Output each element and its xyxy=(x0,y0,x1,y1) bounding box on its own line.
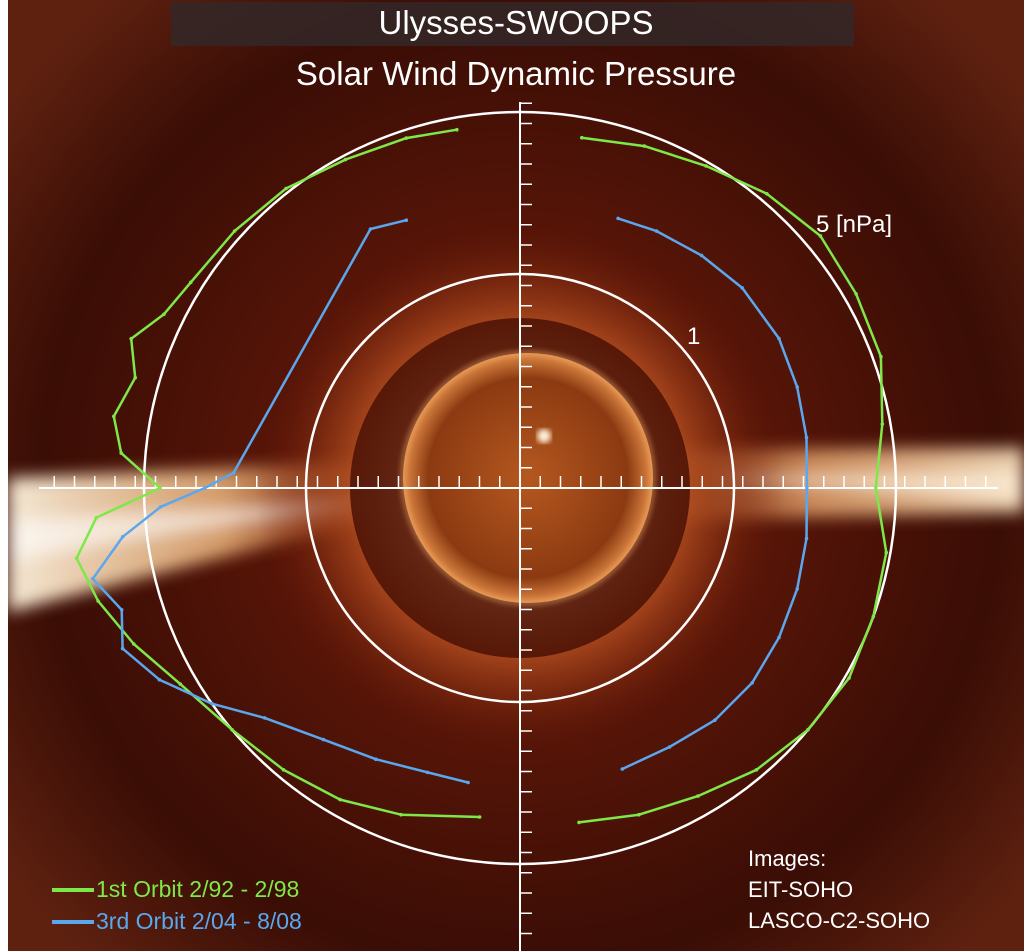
data-point xyxy=(129,336,133,341)
data-point xyxy=(804,435,809,440)
data-point xyxy=(133,375,137,380)
legend-label-first-orbit: 1st Orbit 2/92 - 2/98 xyxy=(96,876,300,902)
data-point xyxy=(740,286,744,290)
data-point xyxy=(158,505,163,509)
solar-limb xyxy=(401,351,655,605)
data-point xyxy=(404,136,409,140)
data-point xyxy=(754,768,759,772)
data-point xyxy=(455,127,459,132)
data-point xyxy=(871,614,876,619)
data-point xyxy=(580,135,584,140)
data-point xyxy=(162,312,166,317)
data-point xyxy=(132,642,136,646)
legend-item-first-orbit: 1st Orbit 2/92 - 2/98 xyxy=(52,876,299,903)
data-point xyxy=(854,292,858,296)
data-point xyxy=(847,676,851,680)
data-series xyxy=(74,127,889,825)
data-point xyxy=(795,587,799,591)
data-point xyxy=(203,486,207,490)
data-point xyxy=(343,157,348,162)
data-point xyxy=(231,471,236,475)
data-point xyxy=(874,486,878,490)
data-point xyxy=(654,229,659,233)
data-point xyxy=(210,701,214,706)
title-banner xyxy=(171,2,854,46)
data-point xyxy=(620,767,625,771)
solar-disk xyxy=(403,353,653,603)
data-point xyxy=(74,556,79,560)
image-credits: Images: EIT-SOHO LASCO-C2-SOHO xyxy=(748,843,930,936)
polar-plot xyxy=(8,0,1024,951)
data-point xyxy=(577,820,581,825)
data-point xyxy=(777,336,781,341)
data-point xyxy=(616,216,620,221)
data-point xyxy=(157,677,162,682)
legend-swatch-first-orbit xyxy=(52,887,94,892)
chart-title: Ulysses-SWOOPS xyxy=(378,4,654,41)
credits-heading: Images: xyxy=(748,846,827,871)
data-point xyxy=(642,144,647,148)
data-point xyxy=(374,757,378,761)
data-point xyxy=(750,681,754,685)
series-third-orbit xyxy=(91,216,809,785)
legend-swatch-third-orbit xyxy=(52,919,94,924)
series-line-left xyxy=(75,128,480,819)
data-point xyxy=(713,718,717,722)
data-point xyxy=(230,727,234,732)
data-point xyxy=(805,486,809,490)
data-point xyxy=(804,536,809,541)
data-point xyxy=(338,797,342,802)
data-point xyxy=(777,635,781,640)
data-point xyxy=(119,608,124,612)
series-line-left xyxy=(91,218,469,784)
chart-subtitle: Solar Wind Dynamic Pressure xyxy=(295,55,737,92)
legend-item-third-orbit: 3rd Orbit 2/04 - 8/08 xyxy=(52,908,302,935)
data-point xyxy=(158,486,162,490)
data-point xyxy=(91,577,95,581)
data-point xyxy=(189,280,193,285)
series-first-orbit xyxy=(74,127,889,825)
data-point xyxy=(466,780,470,785)
data-point xyxy=(119,451,123,455)
data-point xyxy=(368,227,373,231)
data-point xyxy=(120,646,125,651)
data-point xyxy=(765,192,769,196)
data-point xyxy=(795,385,799,389)
data-point xyxy=(696,794,700,798)
data-point xyxy=(425,770,430,775)
axes xyxy=(39,102,998,951)
ring-label-inner: 1 xyxy=(687,323,701,350)
data-point xyxy=(284,186,288,191)
data-point xyxy=(120,535,125,539)
data-point xyxy=(818,234,823,238)
data-point xyxy=(281,768,286,772)
data-point xyxy=(637,812,641,817)
solar-wind-figure: Ulysses-SWOOPS Solar Wind Dynamic Pressu… xyxy=(8,0,1024,951)
bright-active-region xyxy=(537,429,551,443)
legend-label-third-orbit: 3rd Orbit 2/04 - 8/08 xyxy=(96,908,302,934)
data-point xyxy=(232,229,237,233)
data-point xyxy=(321,737,326,742)
ring-label-outer: 5 [nPa] xyxy=(816,211,893,238)
data-point xyxy=(806,727,810,732)
data-point xyxy=(704,164,708,168)
data-point xyxy=(879,354,883,359)
data-point xyxy=(94,515,99,520)
data-point xyxy=(96,599,100,603)
data-point xyxy=(884,550,889,555)
data-point xyxy=(262,716,267,720)
data-point xyxy=(699,253,704,258)
data-point xyxy=(399,812,403,817)
data-point xyxy=(477,815,482,819)
data-point xyxy=(667,745,672,749)
data-point xyxy=(404,218,409,222)
data-point xyxy=(112,414,116,419)
data-point xyxy=(178,682,183,686)
credits-lasco: LASCO-C2-SOHO xyxy=(748,908,931,933)
data-point xyxy=(880,422,885,426)
credits-eit: EIT-SOHO xyxy=(748,877,854,902)
